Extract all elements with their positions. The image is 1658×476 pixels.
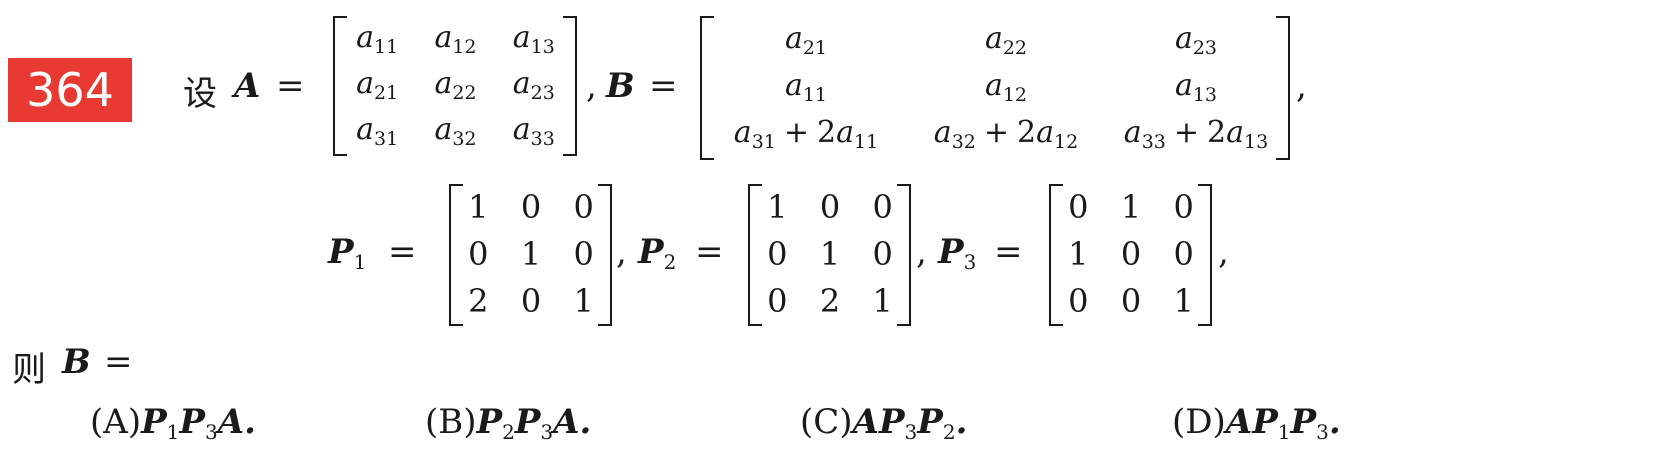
- question-b-label: B: [62, 342, 91, 382]
- equals-sign-p2: =: [695, 232, 724, 272]
- matrix-cell: a22: [984, 20, 1028, 59]
- matrix-cell: 1: [1173, 281, 1194, 320]
- matrix-b-right-bracket: [1276, 16, 1290, 160]
- equals-sign-b: =: [649, 66, 678, 106]
- matrix-cell: 0: [767, 281, 788, 320]
- matrix-cell: 0: [1068, 188, 1089, 227]
- matrix-cell: a12: [984, 67, 1028, 106]
- equals-sign-p3: =: [994, 232, 1023, 272]
- comma-4: ,: [916, 232, 927, 272]
- matrix-cell: 1: [1068, 234, 1089, 273]
- matrix-cell: 0: [1120, 234, 1142, 273]
- matrix-cell: 0: [1120, 281, 1142, 320]
- matrix-cell: 0: [872, 188, 893, 227]
- matrix-cell: 0: [573, 234, 594, 273]
- p3-label: P3: [938, 232, 977, 274]
- matrix-cell: a12: [434, 20, 477, 58]
- matrix-cell: 0: [520, 188, 542, 227]
- matrix-a: a11 a12 a13 a21 a22 a23 a31 a32 a33: [338, 16, 573, 154]
- matrix-cell: a13: [512, 20, 555, 58]
- comma-5: ,: [1218, 232, 1229, 272]
- matrix-a-label: A: [234, 66, 261, 106]
- matrix-cell: a13: [1174, 67, 1218, 106]
- matrix-cell: a21: [356, 66, 399, 104]
- p3-left-bracket: [1049, 184, 1063, 326]
- option-d[interactable]: (D)AP1P3.: [1172, 402, 1341, 444]
- p2-left-bracket: [748, 184, 762, 326]
- matrix-cell: 0: [520, 281, 542, 320]
- option-b[interactable]: (B)P2P3A.: [425, 402, 592, 444]
- matrix-cell: 2: [468, 281, 489, 320]
- matrix-cell: 0: [767, 234, 788, 273]
- matrix-cell: a31 +2a11: [733, 115, 879, 154]
- matrix-cell: 0: [1173, 188, 1194, 227]
- then-text: 则: [12, 350, 46, 390]
- p1-left-bracket: [449, 184, 463, 326]
- matrix-cell: 0: [573, 188, 594, 227]
- matrix-cell: 0: [1068, 281, 1089, 320]
- matrix-cell: a21: [784, 20, 828, 59]
- option-c[interactable]: (C)AP3P2.: [800, 402, 968, 444]
- matrix-cell: a33: [512, 112, 555, 150]
- p2-right-bracket: [897, 184, 911, 326]
- matrix-a-left-bracket: [333, 16, 347, 156]
- matrix-cell: 0: [819, 188, 841, 227]
- matrix-cell: 1: [819, 234, 841, 273]
- p1-right-bracket: [598, 184, 612, 326]
- matrix-cell: 2: [819, 281, 841, 320]
- matrix-cell: 1: [767, 188, 788, 227]
- comma-2: ,: [1296, 66, 1307, 106]
- equals-sign-question: =: [104, 342, 133, 382]
- matrix-cell: a23: [1174, 20, 1218, 59]
- matrix-cell: a33 +2a13: [1123, 115, 1269, 154]
- p1-label: P1: [328, 232, 367, 274]
- matrix-cell: a11: [356, 20, 399, 58]
- matrix-cell: 1: [872, 281, 893, 320]
- matrix-cell: a31: [356, 112, 399, 150]
- p3-right-bracket: [1198, 184, 1212, 326]
- matrix-cell: a32 +2a12: [933, 115, 1079, 154]
- matrix-cell: 1: [573, 281, 594, 320]
- intro-text: 设: [183, 74, 217, 114]
- comma-3: ,: [616, 232, 627, 272]
- matrix-cell: a22: [434, 66, 477, 104]
- matrix-cell: 0: [872, 234, 893, 273]
- option-a[interactable]: (A)P1P3A.: [90, 402, 256, 444]
- matrix-cell: 1: [1120, 188, 1142, 227]
- matrix-b: a21 a22 a23 a11 a12 a13 a31 +2a11 a32 +2a12 a33 +2a…: [706, 16, 1286, 158]
- equals-sign-a: =: [276, 66, 305, 106]
- comma-1: ,: [586, 66, 597, 106]
- problem-number-badge: 364: [8, 58, 132, 122]
- matrix-cell: a11: [784, 67, 828, 106]
- matrix-cell: a23: [512, 66, 555, 104]
- matrix-cell: 0: [468, 234, 489, 273]
- matrix-cell: a32: [434, 112, 477, 150]
- equals-sign-p1: =: [388, 232, 417, 272]
- matrix-b-label: B: [606, 66, 635, 106]
- matrix-a-right-bracket: [563, 16, 577, 156]
- matrix-cell: 1: [520, 234, 542, 273]
- matrix-cell: 1: [468, 188, 489, 227]
- p2-label: P2: [638, 232, 677, 274]
- matrix-b-left-bracket: [700, 16, 714, 160]
- matrix-cell: 0: [1173, 234, 1194, 273]
